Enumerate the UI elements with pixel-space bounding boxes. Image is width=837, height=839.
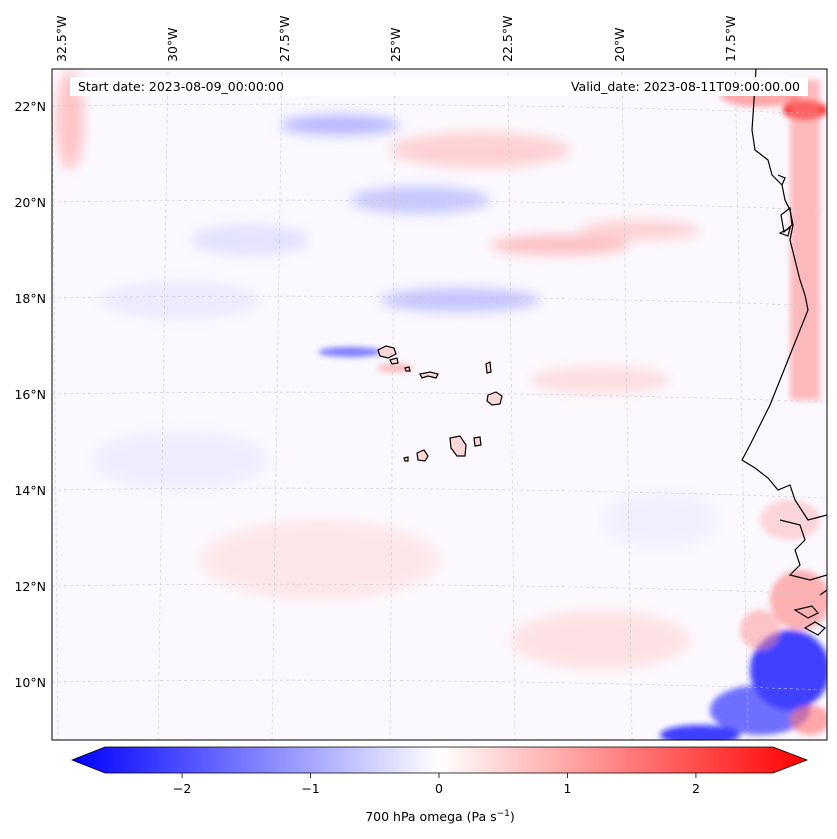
lat-label: 18°N [14, 291, 46, 306]
start-date: Start date: 2023-08-09_00:00:00 [78, 79, 284, 94]
island-maio [473, 436, 482, 447]
map-frame [51, 68, 828, 741]
colorbar-tick-label: 0 [435, 781, 443, 796]
island-fogo [416, 449, 429, 462]
lon-label: 17.5°W [723, 16, 738, 62]
island-santa-luzia [404, 366, 411, 372]
lon-label: 25°W [388, 27, 403, 62]
island-sao-vicente [389, 357, 399, 365]
header-strip [70, 77, 808, 96]
colorbar-tick-label: −2 [173, 781, 191, 796]
map-background [52, 69, 827, 740]
colorbar: −2 −1 0 1 2 700 hPa omega (Pa s−1) [70, 746, 809, 824]
valid-date: Valid_date: 2023-08-11T09:00:00.00 [571, 79, 800, 94]
colorbar-body [70, 746, 809, 774]
colorbar-tick-label: −1 [301, 781, 319, 796]
lon-label: 32.5°W [54, 16, 69, 62]
coastlines [741, 69, 827, 636]
cape-verde-islands [377, 345, 503, 462]
gridlines [52, 69, 827, 740]
island-brava [403, 456, 409, 462]
colorbar-label: 700 hPa omega (Pa s−1) [365, 809, 515, 824]
island-boa-vista [486, 391, 503, 406]
island-santiago [449, 435, 467, 457]
lat-label: 12°N [14, 579, 46, 594]
lat-label: 10°N [14, 675, 46, 690]
island-santo-antao [377, 345, 397, 359]
lat-label: 20°N [14, 195, 46, 210]
island-sao-nicolau [419, 371, 439, 379]
lat-label: 22°N [14, 99, 46, 114]
lon-label: 30°W [165, 27, 180, 62]
colorbar-ticks: −2 −1 0 1 2 [173, 773, 700, 796]
longitude-labels: 32.5°W 30°W 27.5°W 25°W 22.5°W 20°W 17.5… [54, 16, 738, 62]
lon-label: 27.5°W [277, 16, 292, 62]
colorbar-tick-label: 1 [563, 781, 571, 796]
island-sal [485, 361, 492, 374]
lon-label: 20°W [612, 27, 627, 62]
latitude-labels: 22°N 20°N 18°N 16°N 14°N 12°N 10°N [14, 99, 46, 690]
lat-label: 14°N [14, 483, 46, 498]
map-panel [52, 69, 827, 740]
omega-field [56, 70, 827, 740]
africa-coastline [741, 69, 827, 521]
colorbar-tick-label: 2 [692, 781, 700, 796]
lat-label: 16°N [14, 387, 46, 402]
lon-label: 22.5°W [500, 16, 515, 62]
